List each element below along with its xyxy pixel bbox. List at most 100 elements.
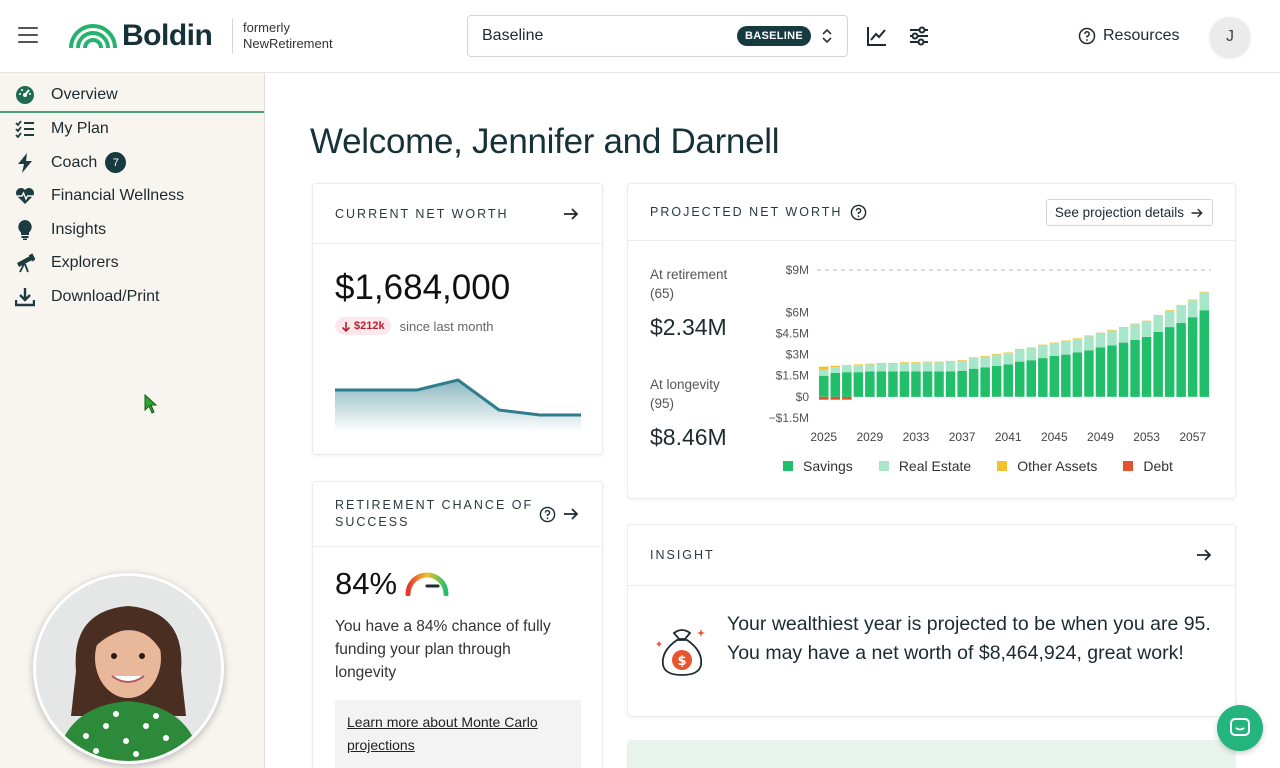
download-icon: [14, 286, 36, 308]
bar-segment: [865, 371, 875, 397]
change-amount: $212k: [354, 320, 385, 332]
scenario-selector[interactable]: Baseline BASELINE: [467, 15, 848, 57]
y-tick-label: −$1.5M: [769, 411, 809, 425]
see-projection-details-button[interactable]: See projection details: [1045, 199, 1213, 226]
bar-segment: [1164, 310, 1175, 328]
chart-legend: Savings Real Estate Other Assets Debt: [783, 458, 1199, 474]
bar-segment: [1199, 292, 1209, 311]
bar-segment: [830, 367, 840, 373]
bar-segment: [1107, 345, 1117, 397]
bar-segment: [991, 365, 1002, 397]
bar-segment: [853, 372, 864, 397]
bar-segment: [911, 371, 921, 397]
bar-segment: [934, 361, 944, 363]
bar-segment: [991, 353, 1002, 355]
x-tick-label: 2029: [856, 430, 883, 444]
card-title: RETIREMENT CHANCE OF SUCCESS: [335, 497, 533, 531]
bar-segment: [1118, 327, 1129, 328]
bar-segment: [1038, 345, 1048, 359]
arrow-right-icon[interactable]: [562, 505, 580, 523]
bar-segment: [842, 396, 852, 400]
scenario-badge: BASELINE: [736, 26, 811, 46]
legend-item-debt: Debt: [1123, 458, 1173, 474]
bar-segment: [957, 360, 967, 361]
y-tick-label: $1.5M: [776, 369, 809, 383]
bar-segment: [899, 363, 910, 372]
sidebar-item-label: Overview: [51, 85, 118, 103]
bar-segment: [968, 368, 979, 397]
net-worth-change: $212k since last month: [335, 317, 494, 335]
bar-segment: [1015, 349, 1025, 362]
bar-segment: [819, 370, 829, 376]
success-gauge-icon: [405, 572, 449, 596]
formerly-note: formerly NewRetirement: [243, 20, 333, 52]
bar-segment: [1026, 360, 1036, 397]
bar-segment: [1003, 353, 1013, 365]
link-line: Learn more about Monte Carlo: [347, 714, 538, 730]
bar-segment: [1130, 339, 1140, 397]
retirement-value: $2.34M: [650, 314, 727, 340]
boldin-logo[interactable]: Boldin: [68, 18, 213, 54]
help-circle-icon[interactable]: [539, 506, 556, 523]
bar-segment: [1072, 338, 1083, 340]
bar-segment: [1164, 310, 1175, 311]
monte-carlo-link[interactable]: Learn more about Monte Carlo projections: [335, 700, 581, 768]
bar-segment: [865, 364, 875, 372]
bar-segment: [945, 360, 956, 362]
card-title-group: PROJECTED NET WORTH: [650, 204, 867, 221]
sliders-icon[interactable]: [907, 24, 931, 48]
bar-segment: [842, 365, 852, 373]
bar-segment: [1003, 352, 1013, 354]
bar-segment: [1176, 305, 1186, 323]
card-title: INSIGHT: [650, 548, 715, 562]
success-description: You have a 84% chance of fully funding y…: [335, 618, 551, 681]
user-avatar[interactable]: J: [1210, 17, 1250, 57]
line-chart-icon[interactable]: [865, 24, 889, 48]
projected-net-worth-card: PROJECTED NET WORTH See projection detai…: [627, 183, 1236, 499]
legend-label: Real Estate: [898, 458, 972, 474]
bar-segment: [1118, 342, 1129, 397]
bar-segment: [1176, 305, 1186, 306]
x-tick-label: 2053: [1133, 430, 1160, 444]
formerly-line: formerly: [243, 20, 290, 35]
bar-segment: [1026, 347, 1036, 349]
sparkline-area: [335, 380, 581, 432]
bar-segment: [968, 358, 979, 369]
money-bag-icon: $: [656, 629, 705, 676]
logo-text: Boldin: [122, 19, 213, 52]
bar-segment: [1038, 344, 1048, 346]
coach-count-badge: 7: [105, 152, 127, 174]
sidebar-item-download-print[interactable]: Download/Print: [0, 280, 264, 314]
sidebar-item-overview[interactable]: Overview: [0, 79, 264, 113]
arrow-right-icon[interactable]: [1195, 546, 1213, 564]
bar-segment: [1061, 341, 1071, 355]
card-title: CURRENT NET WORTH: [335, 206, 509, 221]
card-header: PROJECTED NET WORTH: [628, 184, 1235, 241]
bar-segment: [1049, 356, 1060, 397]
chat-button[interactable]: [1217, 705, 1263, 751]
bar-segment: [1061, 354, 1071, 397]
sidebar-item-financial-wellness[interactable]: Financial Wellness: [0, 180, 264, 214]
sidebar-item-label: Financial Wellness: [51, 187, 185, 205]
resources-link[interactable]: Resources: [1078, 27, 1179, 45]
bar-segment: [1199, 291, 1209, 293]
arrow-right-icon[interactable]: [562, 205, 580, 223]
sidebar-item-my-plan[interactable]: My Plan: [0, 113, 264, 147]
card-title-line: RETIREMENT CHANCE OF: [335, 498, 534, 512]
bar-segment: [819, 366, 829, 371]
bar-segment: [819, 375, 829, 397]
presenter-video-bubble[interactable]: [33, 573, 224, 764]
rainbow-logo-icon: [69, 24, 117, 49]
card-title-line: SUCCESS: [335, 515, 410, 529]
bar-segment: [888, 363, 898, 364]
sidebar-item-coach[interactable]: Coach 7: [0, 146, 264, 180]
help-circle-icon[interactable]: [850, 204, 867, 221]
help-circle-icon: [1078, 27, 1096, 45]
bar-segment: [876, 371, 887, 397]
sidebar-item-insights[interactable]: Insights: [0, 213, 264, 247]
hamburger-menu-icon[interactable]: [18, 27, 38, 43]
sidebar-item-explorers[interactable]: Explorers: [0, 247, 264, 281]
bar-segment: [957, 370, 967, 397]
page-title: Welcome, Jennifer and Darnell: [310, 122, 780, 161]
top-bar: Boldin formerly NewRetirement Baseline B…: [0, 0, 1280, 73]
